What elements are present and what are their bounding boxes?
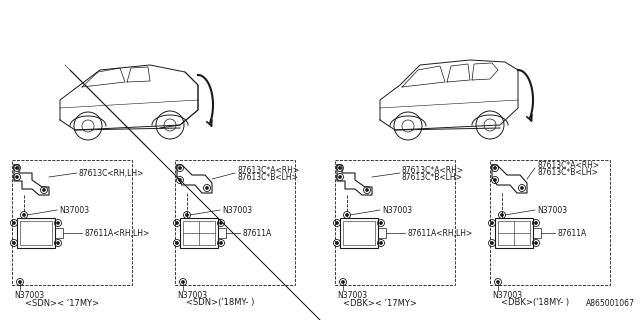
Text: 87611A: 87611A bbox=[242, 228, 271, 237]
Text: N37003: N37003 bbox=[222, 205, 252, 214]
Text: N37003: N37003 bbox=[492, 291, 522, 300]
Text: N37003: N37003 bbox=[14, 291, 44, 300]
Circle shape bbox=[497, 280, 500, 284]
Text: N37003: N37003 bbox=[177, 291, 207, 300]
Circle shape bbox=[490, 221, 493, 225]
Circle shape bbox=[15, 166, 19, 170]
Circle shape bbox=[19, 280, 22, 284]
Circle shape bbox=[335, 241, 339, 244]
Circle shape bbox=[12, 241, 15, 244]
Bar bbox=[55, 228, 63, 238]
Circle shape bbox=[220, 221, 223, 225]
Text: 87611A<RH,LH>: 87611A<RH,LH> bbox=[84, 228, 149, 237]
Text: 87611A<RH,LH>: 87611A<RH,LH> bbox=[407, 228, 472, 237]
Circle shape bbox=[181, 280, 184, 284]
Circle shape bbox=[56, 241, 60, 244]
Text: 87613C*A<RH>: 87613C*A<RH> bbox=[401, 165, 463, 174]
Text: N37003: N37003 bbox=[59, 205, 89, 214]
Circle shape bbox=[42, 188, 45, 192]
Circle shape bbox=[534, 221, 538, 225]
Circle shape bbox=[175, 221, 179, 225]
Bar bbox=[183, 221, 215, 245]
Text: <SDN>('18MY- ): <SDN>('18MY- ) bbox=[186, 299, 254, 308]
Circle shape bbox=[22, 213, 26, 217]
Circle shape bbox=[339, 166, 342, 170]
Circle shape bbox=[56, 221, 60, 225]
Bar bbox=[180, 218, 218, 248]
Text: 87613C*B<LH>: 87613C*B<LH> bbox=[237, 172, 298, 181]
Bar bbox=[175, 160, 295, 285]
Circle shape bbox=[493, 166, 497, 170]
Text: N37003: N37003 bbox=[382, 205, 412, 214]
Bar bbox=[218, 228, 226, 238]
Circle shape bbox=[220, 241, 223, 244]
Bar bbox=[20, 221, 52, 245]
Bar bbox=[378, 228, 386, 238]
Bar bbox=[12, 160, 132, 285]
Circle shape bbox=[493, 179, 497, 181]
Circle shape bbox=[186, 213, 189, 217]
Circle shape bbox=[380, 241, 383, 244]
Circle shape bbox=[346, 213, 349, 217]
Circle shape bbox=[175, 241, 179, 244]
Bar bbox=[533, 228, 541, 238]
Circle shape bbox=[179, 166, 182, 170]
Text: <DBK>< ’17MY>: <DBK>< ’17MY> bbox=[343, 299, 417, 308]
Bar bbox=[495, 218, 533, 248]
Text: <DBK>('18MY- ): <DBK>('18MY- ) bbox=[501, 299, 569, 308]
Circle shape bbox=[179, 179, 182, 181]
Text: N37003: N37003 bbox=[337, 291, 367, 300]
Bar bbox=[498, 221, 530, 245]
Circle shape bbox=[380, 221, 383, 225]
Circle shape bbox=[520, 187, 524, 189]
Text: 87613C*A<RH>: 87613C*A<RH> bbox=[237, 165, 299, 174]
Circle shape bbox=[341, 280, 344, 284]
Bar bbox=[340, 218, 378, 248]
Circle shape bbox=[500, 213, 504, 217]
Circle shape bbox=[335, 221, 339, 225]
Circle shape bbox=[339, 175, 342, 179]
Circle shape bbox=[15, 175, 19, 179]
Text: 87613C*B<LH>: 87613C*B<LH> bbox=[537, 167, 598, 177]
Bar bbox=[490, 160, 610, 285]
Text: <SDN>< ’17MY>: <SDN>< ’17MY> bbox=[25, 299, 99, 308]
Text: A865001067: A865001067 bbox=[586, 299, 635, 308]
Text: 87613C*B<LH>: 87613C*B<LH> bbox=[401, 172, 462, 181]
Circle shape bbox=[365, 188, 369, 192]
Bar bbox=[335, 160, 455, 285]
Bar bbox=[343, 221, 375, 245]
Circle shape bbox=[12, 221, 15, 225]
Circle shape bbox=[534, 241, 538, 244]
Circle shape bbox=[205, 187, 209, 189]
Circle shape bbox=[490, 241, 493, 244]
Bar bbox=[17, 218, 55, 248]
Text: N37003: N37003 bbox=[537, 205, 567, 214]
Text: 87611A: 87611A bbox=[557, 228, 586, 237]
Text: 87613C*A<RH>: 87613C*A<RH> bbox=[537, 161, 599, 170]
Text: 87613C<RH,LH>: 87613C<RH,LH> bbox=[78, 169, 143, 178]
